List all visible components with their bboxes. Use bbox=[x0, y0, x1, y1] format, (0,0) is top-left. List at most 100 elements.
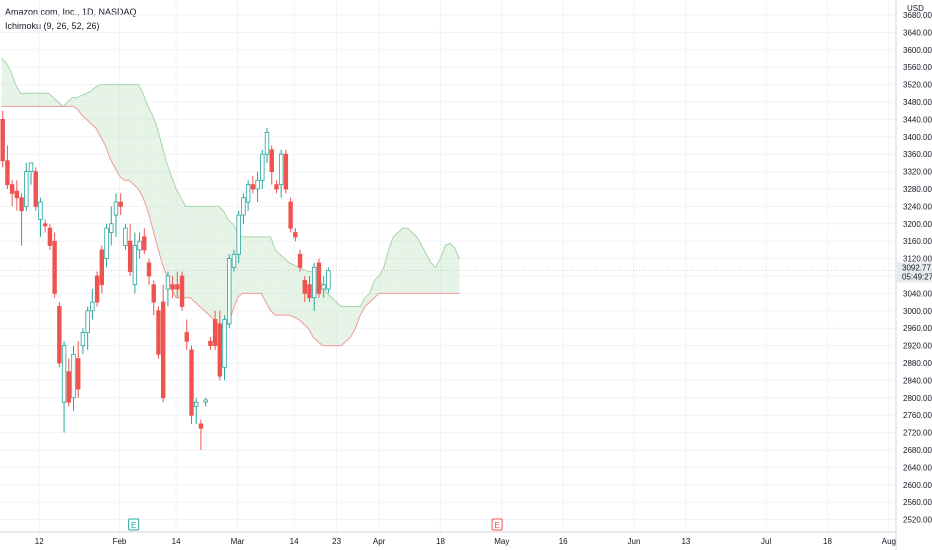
time-tick-label: Feb bbox=[113, 537, 127, 546]
earnings-marker-label: E bbox=[494, 521, 499, 530]
candle-body bbox=[175, 284, 180, 290]
grid bbox=[0, 0, 896, 532]
candle-body bbox=[71, 353, 76, 399]
candle-body bbox=[0, 119, 5, 162]
cloud-segment bbox=[72, 97, 78, 109]
price-tick-label: 3240.00 bbox=[903, 202, 932, 211]
cloud-segment bbox=[204, 206, 210, 316]
price-tick-label: 3680.00 bbox=[903, 11, 932, 20]
candle-body bbox=[9, 184, 15, 194]
candles bbox=[0, 110, 896, 450]
cloud-segment bbox=[331, 297, 337, 346]
price-tick-label: 3480.00 bbox=[903, 98, 932, 107]
cloud-segment bbox=[275, 249, 280, 316]
candle-body bbox=[312, 266, 317, 299]
cloud-segment bbox=[166, 162, 172, 290]
cloud-segment bbox=[6, 62, 11, 107]
candle-body bbox=[137, 240, 142, 251]
countdown: 05:49:27 bbox=[902, 272, 932, 281]
price-axis[interactable]: 2520.00 2560.00 2600.00 2640.00 2680.00 2720.… bbox=[895, 0, 932, 550]
candle-body bbox=[165, 275, 171, 290]
cloud-segment bbox=[256, 236, 262, 294]
price-tick-label: 2760.00 bbox=[903, 411, 932, 420]
price-tick-label: 3440.00 bbox=[903, 115, 932, 124]
candle-body bbox=[170, 284, 175, 290]
candle-body bbox=[156, 310, 161, 355]
price-tick-label: 2560.00 bbox=[903, 498, 932, 507]
cloud-segment bbox=[445, 243, 450, 294]
cloud-segment bbox=[105, 84, 111, 159]
price-tick-label: 3360.00 bbox=[903, 150, 932, 159]
candle-body bbox=[208, 340, 213, 346]
last-price: 3092.77 bbox=[902, 263, 931, 272]
candle-body bbox=[104, 227, 109, 259]
price-tick-label: 2920.00 bbox=[903, 342, 932, 351]
cloud-segment bbox=[449, 243, 455, 294]
cloud-segment bbox=[15, 84, 21, 107]
price-tick-label: 2880.00 bbox=[903, 359, 932, 368]
candle-body bbox=[24, 171, 29, 207]
cloud-segment bbox=[1, 58, 7, 107]
price-tick-label: 3400.00 bbox=[903, 133, 932, 142]
ichimoku-cloud bbox=[1, 58, 460, 347]
cloud-segment bbox=[128, 84, 134, 185]
time-tick-label: 23 bbox=[332, 537, 341, 546]
time-tick-label: 12 bbox=[35, 537, 44, 546]
cloud-segment bbox=[195, 206, 200, 307]
cloud-segment bbox=[341, 306, 347, 346]
cloud-segment bbox=[346, 306, 351, 342]
cloud-segment bbox=[34, 93, 40, 107]
time-tick-label: 18 bbox=[436, 537, 445, 546]
candle-body bbox=[90, 301, 95, 312]
cloud-segment bbox=[114, 84, 120, 176]
cloud-segment bbox=[407, 228, 413, 294]
candle-body bbox=[42, 223, 48, 227]
cloud-segment bbox=[355, 306, 361, 329]
candle-body bbox=[109, 223, 114, 233]
cloud-segment bbox=[133, 84, 139, 189]
cloud-segment bbox=[223, 210, 229, 329]
cloud-segment bbox=[369, 280, 375, 303]
cloud-segment bbox=[270, 236, 276, 316]
time-tick-label: 16 bbox=[559, 537, 568, 546]
candle-body bbox=[184, 332, 189, 342]
price-tick-label: 3600.00 bbox=[903, 46, 932, 55]
time-axis[interactable]: 12 Feb 14 Mar 14 23 Apr 18 May 16 Jun 13 Jul 18 Aug bbox=[0, 531, 896, 546]
cloud-segment bbox=[25, 93, 30, 107]
candle-body bbox=[227, 258, 232, 325]
candle-body bbox=[241, 197, 246, 216]
candle-body bbox=[302, 279, 307, 294]
cloud-segment bbox=[10, 71, 16, 107]
cloud-segment bbox=[360, 297, 365, 316]
cloud-segment bbox=[110, 84, 115, 168]
candle-body bbox=[118, 201, 123, 207]
time-tick-label: Mar bbox=[231, 537, 245, 546]
price-tick-label: 3200.00 bbox=[903, 220, 932, 229]
cloud-segment bbox=[20, 93, 26, 107]
price-tick-label: 2840.00 bbox=[903, 376, 932, 385]
cloud-segment bbox=[246, 236, 252, 294]
cloud-segment bbox=[95, 84, 101, 137]
time-tick-label: Jul bbox=[761, 537, 771, 546]
candle-body bbox=[260, 153, 265, 181]
candle-body bbox=[274, 184, 279, 190]
cloud-segment bbox=[289, 262, 295, 318]
time-tick-label: 13 bbox=[681, 537, 690, 546]
candle-body bbox=[269, 149, 274, 173]
candle-body bbox=[250, 184, 256, 190]
price-tick-label: 2680.00 bbox=[903, 446, 932, 455]
cloud-segment bbox=[39, 93, 44, 107]
cloud-segment bbox=[91, 86, 96, 129]
cloud-segment bbox=[440, 245, 446, 294]
candle-body bbox=[85, 310, 90, 333]
cloud-segment bbox=[124, 84, 129, 181]
candle-body bbox=[14, 190, 20, 199]
earnings-marker bbox=[128, 518, 140, 531]
candle-body bbox=[142, 236, 147, 251]
candle-body bbox=[326, 270, 331, 290]
candle-body bbox=[203, 399, 208, 403]
candle-body bbox=[198, 423, 204, 429]
cloud-segment bbox=[242, 236, 247, 294]
